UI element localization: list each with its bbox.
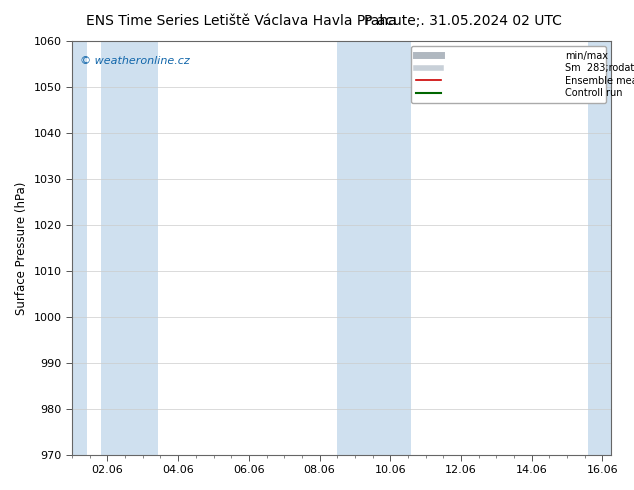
Text: ENS Time Series Letiště Václava Havla Praha: ENS Time Series Letiště Václava Havla Pr… [86,14,396,28]
Y-axis label: Surface Pressure (hPa): Surface Pressure (hPa) [15,181,28,315]
Bar [72,41,87,455]
Bar [588,41,611,455]
Bar [101,41,158,455]
Legend: min/max, Sm  283;rodatn acute; odchylka, Ensemble mean run, Controll run: min/max, Sm 283;rodatn acute; odchylka, … [411,46,606,103]
Text: © weatheronline.cz: © weatheronline.cz [80,55,190,66]
Bar [337,41,411,455]
Text: P acute;. 31.05.2024 02 UTC: P acute;. 31.05.2024 02 UTC [364,14,562,28]
